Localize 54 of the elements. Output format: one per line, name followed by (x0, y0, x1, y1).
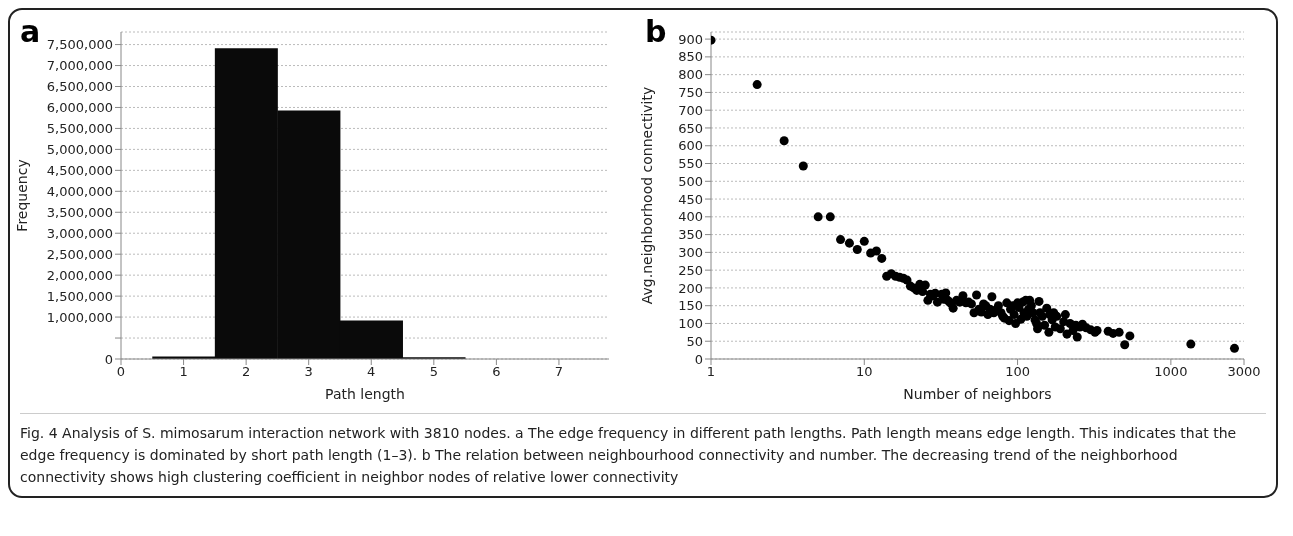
x-axis-title: Path length (325, 386, 405, 402)
x-tick-label: 7 (554, 364, 564, 380)
chart-title: a (20, 14, 41, 49)
y-tick-label: 3,000,000 (46, 225, 113, 241)
y-tick-label: 1,500,000 (46, 288, 113, 304)
y-axis-title: Frequency (13, 159, 30, 232)
chart-title: b (645, 14, 667, 49)
x-tick-label: 5 (429, 364, 438, 380)
x-tick-label: 100 (1005, 364, 1030, 380)
x-tick-label: 6 (492, 364, 501, 380)
y-tick-label: 2,500,000 (46, 246, 113, 262)
y-tick-label: 3,500,000 (46, 204, 113, 220)
y-tick-label: 50 (686, 333, 703, 349)
y-tick-label: 400 (678, 209, 703, 225)
y-tick-label: 700 (678, 102, 703, 118)
y-tick-label: 900 (678, 31, 703, 47)
y-tick-label: 600 (678, 138, 703, 154)
y-tick-label: 5,500,000 (46, 121, 113, 137)
y-tick-label: 0 (694, 351, 703, 367)
y-tick-label: 350 (678, 227, 703, 243)
y-tick-label: 450 (678, 191, 703, 207)
y-tick-label: 4,500,000 (46, 162, 113, 178)
y-tick-label: 300 (678, 244, 703, 260)
x-tick-label: 1 (706, 364, 716, 380)
y-tick-label: 1,000,000 (46, 309, 113, 325)
y-tick-label: 7,500,000 (46, 37, 113, 53)
y-tick-label: 5,000,000 (46, 142, 113, 157)
x-tick-label: 4 (367, 364, 376, 380)
y-axis-title: Avg.neighborhood connectivity (638, 86, 655, 305)
y-tick-label: 500 (678, 173, 703, 189)
x-tick-label: 1000 (1154, 364, 1188, 380)
y-tick-label: 550 (678, 156, 703, 172)
y-tick-label: 250 (678, 262, 703, 278)
y-tick-label: 800 (678, 67, 703, 83)
y-tick-label: 850 (678, 49, 703, 65)
x-tick-label: 0 (116, 364, 126, 380)
y-tick-label: 6,500,000 (46, 79, 113, 95)
x-tick-label: 3 (304, 364, 313, 380)
y-tick-label: 750 (678, 85, 703, 101)
y-tick-label: 7,000,000 (46, 58, 113, 74)
y-tick-label: 0 (104, 351, 113, 367)
y-tick-label: 650 (678, 120, 703, 136)
y-tick-label: 100 (678, 316, 703, 332)
x-axis-title: Number of neighbors (903, 386, 1052, 402)
y-tick-label: 4,000,000 (46, 183, 113, 199)
y-tick-label: 150 (678, 298, 703, 314)
y-tick-label: 6,000,000 (46, 100, 113, 116)
y-tick-label: 200 (678, 280, 703, 296)
y-tick-label: 2,000,000 (46, 267, 113, 283)
caption: Fig. 4 Analysis of S. mimosarum interaction network with 3810 nodes. a The edge frequency in different path lengths. Path length means edge length. This indicates that the edge frequency is dominated by short path length (1–3). b The relation between neighbourhood connectivity and number. The decreasing trend of the neighborhood connectivity shows high clustering coefficient in neighbor nodes of relative lower connectivity (20, 424, 1238, 487)
x-tick-label: 2 (241, 364, 251, 380)
x-tick-label: 1 (179, 364, 188, 380)
x-tick-label: 10 (856, 364, 873, 380)
x-tick-label: 3000 (1227, 364, 1261, 380)
